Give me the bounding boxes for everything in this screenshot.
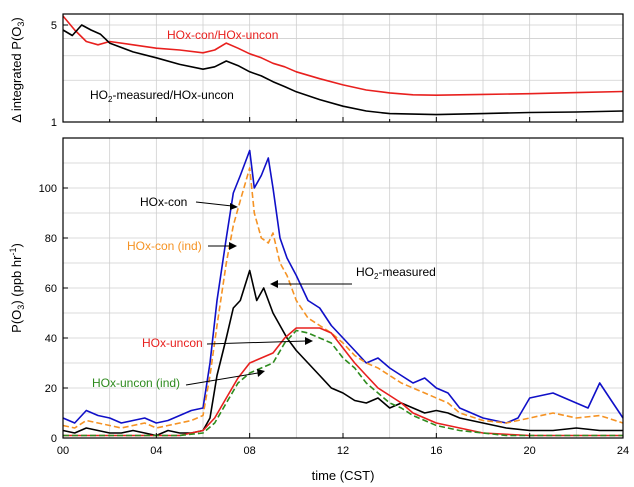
bottom-series-ho2-measured — [62, 269, 623, 437]
arrow-hox-con-ind-head — [229, 242, 237, 250]
annotation-hox-uncon: HOx-uncon — [142, 336, 203, 350]
arrow-hox-con — [195, 201, 233, 207]
bottom-x-tick-label: 24 — [617, 445, 629, 457]
bottom-panel-series — [62, 149, 624, 437]
bottom-x-tick-label: 20 — [524, 445, 536, 457]
arrow-hox-uncon — [206, 340, 307, 345]
arrow-hox-con-head — [230, 203, 238, 210]
top-y-tick-label: 1 — [51, 117, 57, 129]
top-y-tick-label: 5 — [51, 20, 57, 32]
bottom-x-tick-label: 08 — [244, 445, 256, 457]
bottom-x-tick-label: 16 — [430, 445, 442, 457]
bottom-x-tick-label: 00 — [57, 445, 69, 457]
arrow-hox-uncon-head — [305, 337, 313, 345]
bottom-series-hox-con-ind- — [62, 167, 624, 429]
top-panel-ticks: 15 — [51, 20, 624, 129]
top-series-ho2-measured-hox-uncon — [62, 24, 624, 116]
top-panel-grid — [63, 14, 623, 122]
top-series-hox-con-hox-uncon — [62, 15, 624, 96]
bottom-y-tick-label: 80 — [45, 233, 57, 245]
bottom-y-tick-label: 20 — [45, 383, 57, 395]
top-annotation-ratio-con-uncon: HOx-con/HOx-uncon — [167, 28, 278, 42]
bottom-x-axis-label: time (CST) — [312, 468, 375, 483]
annotation-hox-uncon-ind: HOx-uncon (ind) — [92, 376, 180, 390]
arrow-hox-uncon-ind — [185, 372, 259, 386]
bottom-y-tick-label: 40 — [45, 333, 57, 345]
bottom-series-hox-uncon-ind- — [63, 329, 623, 437]
arrow-ho2-measured-head — [270, 280, 278, 288]
top-panel-series — [62, 15, 624, 116]
top-y-axis-label: Δ integrated P(O3) — [9, 17, 26, 122]
bottom-series-hox-con — [62, 149, 624, 424]
bottom-y-tick-label: 100 — [39, 183, 57, 195]
bottom-x-tick-label: 12 — [337, 445, 349, 457]
annotation-ho2-measured: HO2-measured — [356, 265, 436, 281]
bottom-panel-ticks: 0 20 40 60 80 100 00 04 08 12 16 20 24 — [39, 183, 629, 457]
annotation-hox-con: HOx-con — [140, 195, 187, 209]
bottom-y-axis-label: P(O3) (ppb hr-1) — [8, 243, 26, 333]
bottom-x-tick-label: 04 — [150, 445, 162, 457]
bottom-y-tick-label: 0 — [51, 433, 57, 445]
bottom-panel-grid — [63, 138, 623, 438]
top-annotation-ratio-measured-uncon: HO2-measured/HOx-uncon — [90, 88, 234, 104]
annotation-hox-con-ind: HOx-con (ind) — [127, 239, 202, 253]
arrow-hox-uncon-ind-head — [257, 369, 265, 377]
bottom-y-tick-label: 60 — [45, 283, 57, 295]
